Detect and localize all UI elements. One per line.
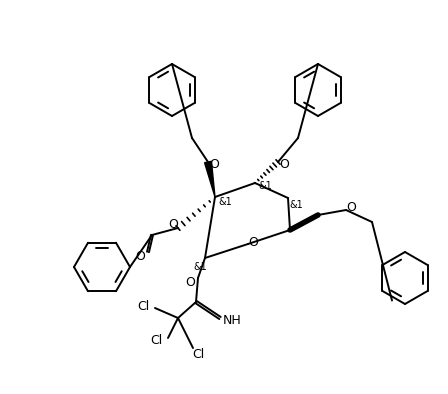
Text: Cl: Cl (137, 299, 149, 312)
Text: O: O (346, 201, 356, 214)
Text: O: O (135, 251, 145, 264)
Text: O: O (248, 236, 258, 249)
Polygon shape (205, 161, 215, 197)
Text: O: O (209, 158, 219, 171)
Text: &1: &1 (289, 200, 303, 210)
Text: O: O (168, 217, 178, 230)
Text: &1: &1 (218, 197, 232, 207)
Text: &1: &1 (258, 181, 272, 191)
Text: Cl: Cl (192, 349, 204, 362)
Text: &1: &1 (193, 262, 207, 272)
Text: NH: NH (223, 314, 241, 327)
Text: O: O (185, 275, 195, 288)
Text: O: O (279, 158, 289, 171)
Text: Cl: Cl (150, 335, 162, 348)
